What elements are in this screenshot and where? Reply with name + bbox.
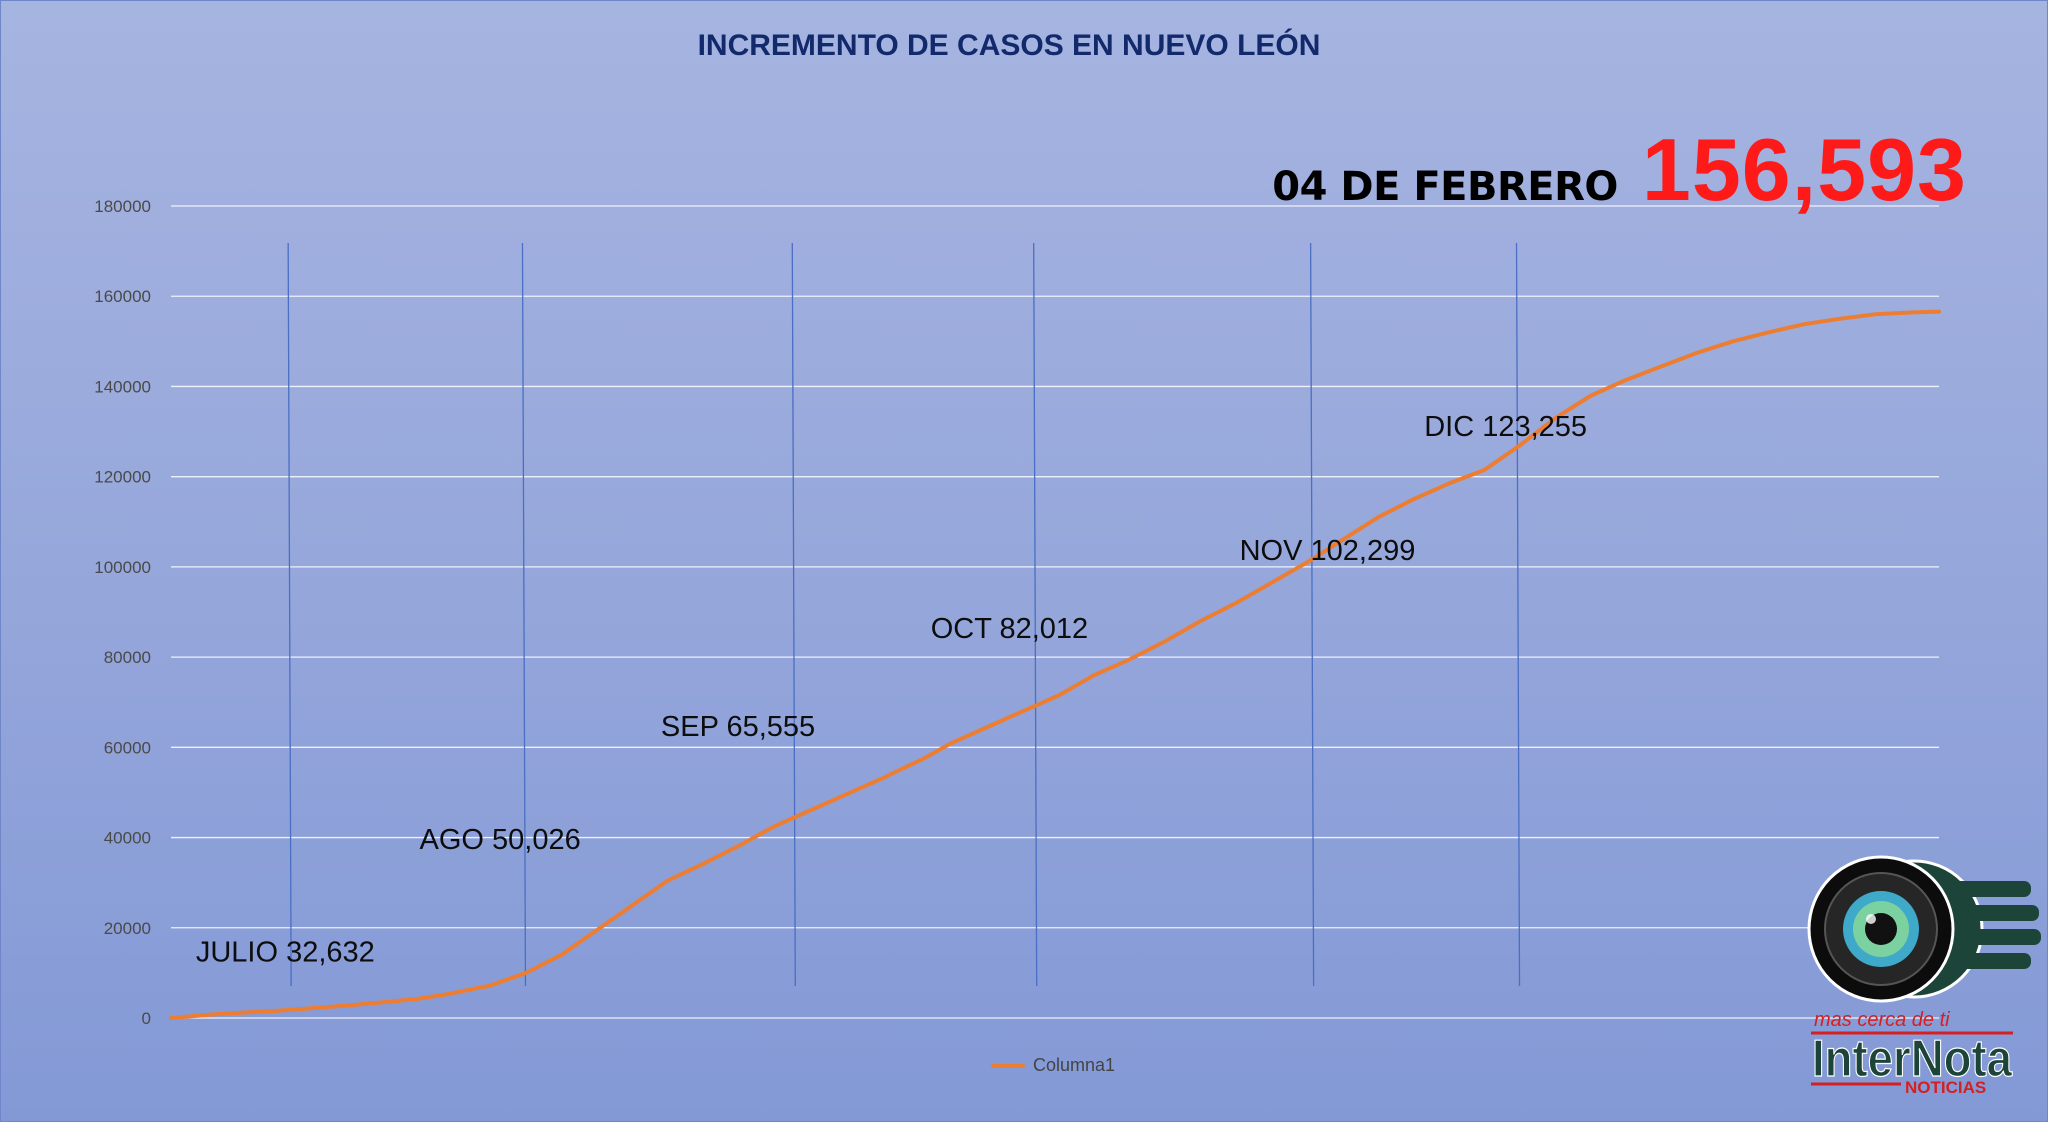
annotation-label: OCT 82,012 [931,613,1088,645]
headline: 04 DE FEBRERO 156,593 [1272,119,1967,221]
annotation-label: JULIO 32,632 [196,937,375,969]
y-tick-label: 0 [142,1009,151,1028]
annotation-label: AGO 50,026 [420,824,581,856]
logo-name: InterNota [1812,1030,2013,1088]
logo-sub: NOTICIAS [1905,1078,1986,1097]
y-tick-label: 80000 [104,648,151,667]
y-tick-label: 20000 [104,919,151,938]
legend-label: Columna1 [1033,1055,1116,1075]
month-divider [287,242,292,987]
y-tick-label: 160000 [94,287,151,306]
gridlines [171,205,1939,1019]
annotation-label: DIC 123,255 [1424,411,1587,443]
y-tick-label: 100000 [94,558,151,577]
y-tick-label: 60000 [104,738,151,757]
y-tick-label: 120000 [94,468,151,487]
internota-logo: mas cerca de ti InterNota NOTICIAS [1807,855,2041,1097]
month-divider [1515,242,1521,987]
y-tick-label: 180000 [94,197,151,216]
month-divider [1033,242,1038,987]
month-divider [791,242,796,987]
y-tick-label: 140000 [94,377,151,396]
headline-date: 04 DE FEBRERO [1272,164,1618,210]
logo-tagline: mas cerca de ti [1814,1009,1950,1031]
annotation-label: SEP 65,555 [661,711,815,743]
annotations: JULIO 32,632 AGO 50,026 SEP 65,555 OCT 82,0… [196,411,1587,969]
legend-swatch [991,1063,1025,1068]
series-line-columna1 [169,309,1941,1020]
annotation-label: NOV 102,299 [1240,535,1416,567]
y-tick-label: 40000 [104,829,151,848]
chart-title: INCREMENTO DE CASOS EN NUEVO LEÓN [697,29,1321,62]
y-tick-labels: 0 20000 40000 60000 80000 100000 120000 140000 1… [94,197,151,1028]
month-divider [1309,242,1315,987]
month-dividers [287,242,1521,987]
series-layer [169,309,1941,1020]
legend: Columna1 [991,1055,1115,1076]
month-divider [521,242,527,987]
headline-value: 156,593 [1641,120,1967,219]
